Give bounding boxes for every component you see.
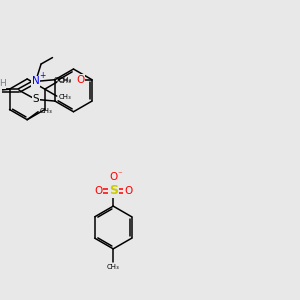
- Text: O: O: [94, 186, 102, 196]
- Text: S: S: [109, 184, 118, 197]
- Text: OCH₃: OCH₃: [53, 77, 72, 83]
- Text: N: N: [32, 76, 40, 86]
- Text: ⁻: ⁻: [117, 170, 122, 179]
- Text: O: O: [124, 186, 132, 196]
- Text: O: O: [76, 75, 84, 85]
- Text: O: O: [109, 172, 117, 182]
- Text: +: +: [39, 71, 46, 80]
- Text: H: H: [0, 80, 6, 88]
- Text: CH₃: CH₃: [58, 94, 71, 100]
- Text: CH₃: CH₃: [107, 264, 120, 270]
- Text: S: S: [32, 94, 39, 104]
- Text: CH₃: CH₃: [40, 108, 52, 114]
- Text: CH₃: CH₃: [58, 78, 71, 84]
